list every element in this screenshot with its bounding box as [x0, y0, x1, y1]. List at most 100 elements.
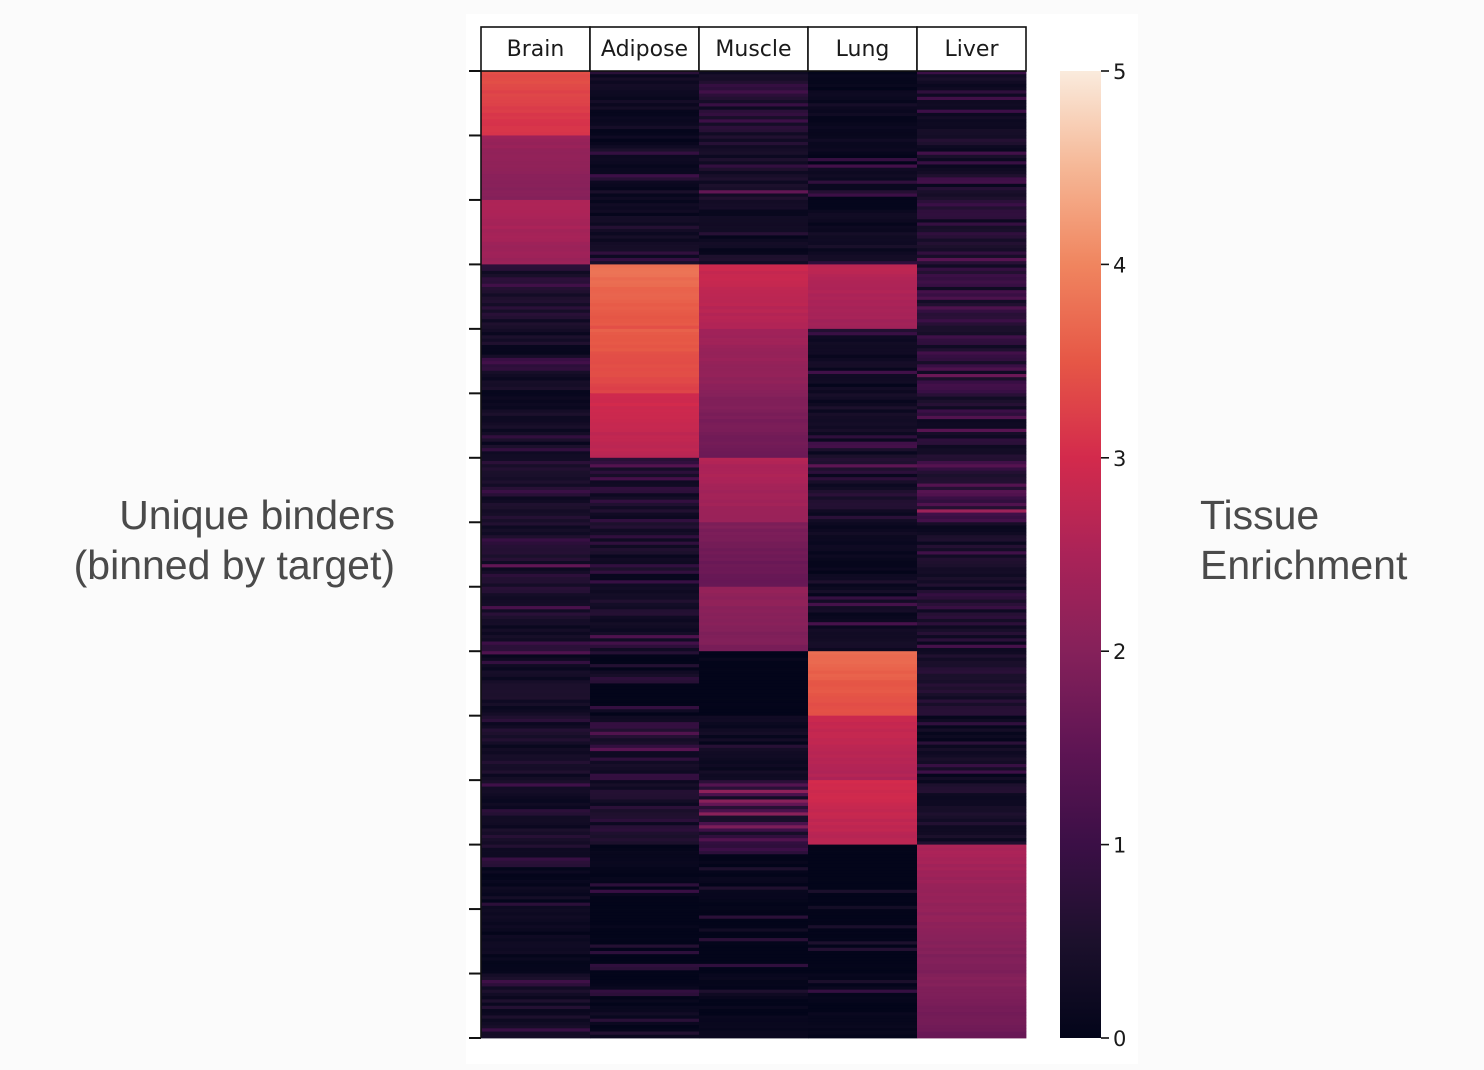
heatmap-cell	[481, 1021, 591, 1026]
heatmap-cell	[481, 490, 591, 494]
heatmap-cell	[590, 706, 700, 710]
heatmap-cell	[808, 158, 918, 162]
heatmap-cell	[590, 905, 700, 910]
heatmap-cell	[917, 135, 1027, 140]
heatmap-cell	[917, 693, 1027, 697]
heatmap-cell	[481, 596, 591, 601]
heatmap-cell	[917, 963, 1027, 968]
heatmap-cell	[808, 896, 918, 900]
heatmap-cell	[699, 274, 809, 278]
heatmap-cell	[917, 190, 1027, 194]
heatmap-cell	[917, 338, 1027, 343]
heatmap-cell	[917, 148, 1027, 152]
heatmap-cell	[699, 535, 809, 539]
heatmap-cell	[699, 383, 809, 388]
heatmap-cell	[481, 274, 591, 278]
heatmap-cell	[808, 370, 918, 375]
heatmap-cell	[481, 573, 591, 578]
heatmap-cell	[808, 689, 918, 694]
heatmap-cell	[917, 909, 1027, 913]
heatmap-cell	[699, 957, 809, 962]
heatmap-cell	[481, 396, 591, 401]
heatmap-cell	[590, 377, 700, 381]
heatmap-cell	[481, 380, 591, 385]
heatmap-cell	[481, 809, 591, 813]
heatmap-cell	[699, 560, 809, 565]
heatmap-cell	[699, 158, 809, 162]
colorbar-tick-label: 3	[1113, 447, 1126, 471]
heatmap-cell	[481, 912, 591, 916]
heatmap-cell	[808, 628, 918, 633]
heatmap-cell	[699, 805, 809, 810]
heatmap-cell	[699, 544, 809, 549]
heatmap-cell	[481, 235, 591, 240]
heatmap-cell	[699, 257, 809, 262]
heatmap-cell	[590, 83, 700, 88]
heatmap-cell	[808, 776, 918, 781]
heatmap-cell	[808, 841, 918, 845]
heatmap-cell	[481, 715, 591, 720]
heatmap-cell	[917, 867, 1027, 871]
heatmap-cell	[590, 412, 700, 417]
heatmap-cell	[481, 586, 591, 591]
heatmap-cell	[699, 712, 809, 717]
heatmap-cell	[808, 341, 918, 346]
heatmap-cell	[481, 625, 591, 630]
heatmap-cell	[699, 1005, 809, 1010]
heatmap-cell	[699, 280, 809, 285]
heatmap-cell	[699, 664, 809, 668]
heatmap-cell	[699, 776, 809, 781]
heatmap-cell	[808, 657, 918, 662]
heatmap-cell	[917, 818, 1027, 823]
heatmap-cell	[590, 950, 700, 955]
heatmap-cell	[808, 419, 918, 423]
heatmap-cell	[808, 1028, 918, 1032]
heatmap-cell	[917, 689, 1027, 694]
heatmap-cell	[481, 312, 591, 317]
heatmap-cell	[481, 322, 591, 327]
colorbar-label-line-2: Enrichment	[1200, 542, 1408, 588]
heatmap-cell	[590, 251, 700, 256]
heatmap-cell	[481, 702, 591, 707]
heatmap-cell	[808, 119, 918, 123]
colorbar-tick-label: 5	[1113, 60, 1126, 84]
heatmap-cell	[590, 409, 700, 414]
heatmap-cell	[699, 206, 809, 210]
heatmap-cell	[808, 934, 918, 939]
heatmap-cell	[917, 580, 1027, 584]
heatmap-cell	[590, 735, 700, 739]
heatmap-cell	[699, 947, 809, 952]
heatmap-cell	[808, 248, 918, 252]
heatmap-cell	[481, 947, 591, 952]
heatmap-cell	[481, 664, 591, 668]
heatmap-cell	[808, 486, 918, 491]
heatmap-cell	[481, 618, 591, 623]
heatmap-cell	[699, 999, 809, 1003]
heatmap-cell	[917, 544, 1027, 549]
heatmap-cell	[590, 154, 700, 159]
heatmap-cell	[481, 190, 591, 194]
heatmap-cell	[590, 880, 700, 884]
heatmap-cell	[808, 809, 918, 813]
heatmap-cell	[917, 841, 1027, 845]
heatmap-cell	[808, 444, 918, 449]
heatmap-cell	[808, 357, 918, 362]
heatmap-cell	[481, 109, 591, 114]
heatmap-cell	[590, 277, 700, 281]
heatmap-cell	[808, 963, 918, 968]
heatmap-cell	[481, 841, 591, 845]
heatmap-cell	[808, 918, 918, 923]
heatmap-cell	[590, 693, 700, 697]
heatmap-cell	[808, 638, 918, 642]
heatmap-cell	[808, 270, 918, 275]
heatmap-cell	[917, 735, 1027, 739]
heatmap-cell	[590, 860, 700, 865]
heatmap-cell	[917, 315, 1027, 320]
heatmap-cell	[699, 647, 809, 652]
heatmap-cell	[590, 373, 700, 378]
heatmap-cell	[481, 909, 591, 913]
heatmap-cell	[808, 825, 918, 829]
heatmap-cell	[481, 264, 591, 269]
heatmap-cell	[808, 122, 918, 127]
heatmap-cell	[481, 693, 591, 697]
